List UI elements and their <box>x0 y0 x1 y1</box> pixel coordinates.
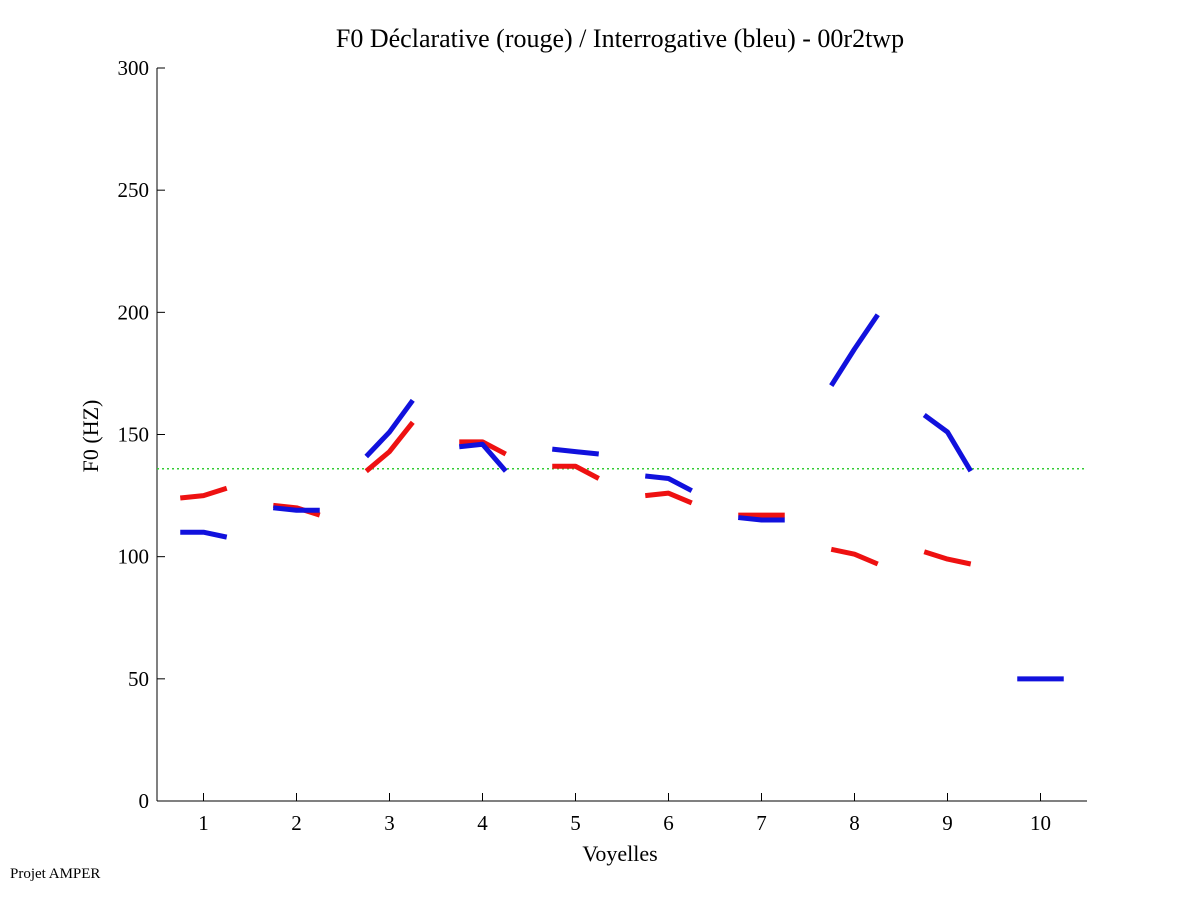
series-1-segment-7 <box>737 515 785 523</box>
x-tick-label: 10 <box>1030 811 1051 835</box>
series-0-segment-9 <box>923 549 972 567</box>
x-tick-label: 6 <box>663 811 674 835</box>
series-0-segment-8 <box>830 546 879 567</box>
y-tick-label: 300 <box>118 56 150 80</box>
x-tick-label: 3 <box>384 811 395 835</box>
x-tick-label: 1 <box>198 811 209 835</box>
chart-title: F0 Déclarative (rouge) / Interrogative (… <box>336 24 904 53</box>
y-tick-label: 250 <box>118 178 150 202</box>
series-0-segment-3 <box>364 420 415 474</box>
series-1-segment-9 <box>922 412 973 473</box>
series-0-segment-5 <box>552 463 600 481</box>
y-axis-label: F0 (HZ) <box>78 400 103 473</box>
y-tick-label: 150 <box>118 423 150 447</box>
x-tick-label: 4 <box>477 811 488 835</box>
series-1-segment-4 <box>458 441 508 473</box>
x-tick-label: 7 <box>756 811 767 835</box>
x-tick-label: 5 <box>570 811 581 835</box>
x-tick-label: 2 <box>291 811 302 835</box>
series-0-segment-6 <box>644 490 693 506</box>
series-1-segment-3 <box>364 398 415 459</box>
series-1-segment-8 <box>829 313 880 387</box>
plot-area: 0 50 100 150 200 250 300 1 2 3 4 5 6 7 8 9 10 <box>118 56 1087 835</box>
x-axis-label: Voyelles <box>582 841 657 866</box>
x-tick-label: 9 <box>942 811 953 835</box>
series-1-segment-2 <box>272 505 320 513</box>
series-1-segment-1 <box>180 529 228 540</box>
y-tick-label: 200 <box>118 300 150 324</box>
y-tick-label: 100 <box>118 545 150 569</box>
footer-credit: Projet AMPER <box>10 866 100 882</box>
series-0-segment-1 <box>179 485 228 501</box>
x-tick-label: 8 <box>849 811 860 835</box>
y-tick-label: 50 <box>128 667 149 691</box>
series-1-segment-5 <box>551 446 600 457</box>
y-tick-label: 0 <box>139 789 150 813</box>
series-1-segment-6 <box>644 473 693 493</box>
